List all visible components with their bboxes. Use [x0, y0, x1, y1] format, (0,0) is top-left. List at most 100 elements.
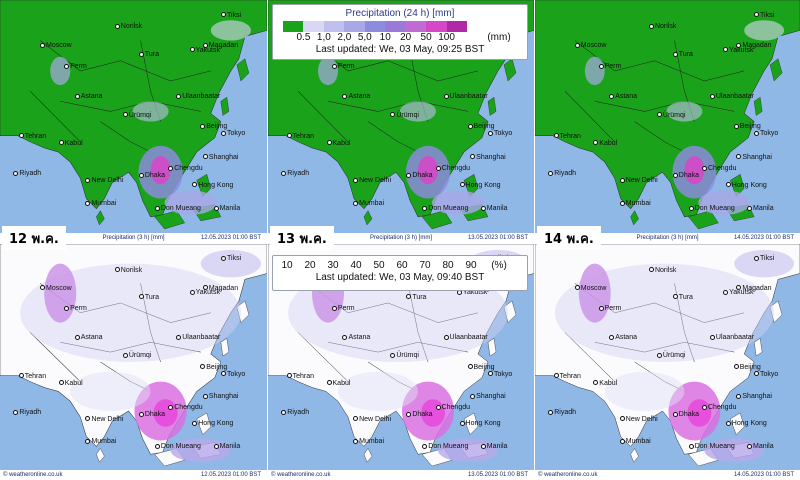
country-border — [60, 342, 201, 353]
city-name: Tokyo — [494, 130, 513, 138]
panel-footer: Precipitation (3 h) [mm] 14.05.2023 01:00… — [535, 233, 800, 243]
city-label: Chengdu — [168, 404, 203, 412]
city-marker-icon — [18, 373, 24, 379]
copyright-text: © weatheronline.co.uk — [3, 472, 63, 478]
city-name: Riyadh — [287, 408, 310, 416]
tick-label: 30 — [327, 260, 339, 271]
city-marker-icon — [281, 170, 287, 176]
city-label: Manila — [747, 205, 774, 213]
city-label: Mumbai — [85, 438, 116, 446]
city-label: Yakutsk — [189, 289, 220, 297]
city-label: Perm — [64, 305, 87, 313]
city-marker-icon — [221, 371, 226, 377]
city-name: Don Mueang — [694, 442, 735, 450]
country-border — [29, 90, 81, 143]
city-marker-icon — [443, 335, 449, 341]
city-label: Ürümqi — [656, 352, 686, 360]
city-name: Ürümqi — [396, 111, 419, 119]
city-label: Kabul — [58, 140, 83, 148]
city-label: Shanghai — [202, 154, 239, 162]
city-name: Hong Kong — [198, 420, 234, 428]
city-label: Hong Kong — [192, 182, 233, 190]
color-swatch — [446, 21, 467, 32]
city-name: Manila — [486, 442, 508, 450]
island — [220, 96, 230, 116]
city-name: Ulaanbaatar — [182, 93, 221, 101]
island — [487, 337, 497, 357]
city-label: Tokyo — [221, 371, 245, 379]
city-name: Dhaka — [678, 172, 700, 180]
city-marker-icon — [138, 51, 144, 57]
city-label: Beijing — [200, 123, 227, 131]
city-name: Yakutsk — [729, 289, 754, 297]
city-name: Riyadh — [19, 170, 42, 178]
forecast-map-panel: Norilsk Tiksi Magadan Moscow Perm Tura Yakutsk… — [535, 244, 800, 480]
city-label: Dhaka — [672, 411, 699, 419]
city-name: Chengdu — [441, 165, 470, 173]
city-name: Hong Kong — [198, 181, 234, 189]
valid-time: 13.05.2023 01:00 BST — [467, 235, 528, 241]
copyright-text: © weatheronline.co.uk — [271, 472, 331, 478]
color-swatch — [405, 21, 427, 32]
city-marker-icon — [18, 133, 24, 139]
island — [753, 337, 763, 357]
city-name: Tura — [412, 293, 427, 301]
city-label: Kabul — [593, 380, 617, 388]
city-name: Moscow — [580, 284, 607, 292]
city-marker-icon — [672, 173, 678, 179]
color-swatch — [364, 21, 386, 32]
city-name: Ürümqi — [662, 352, 686, 360]
city-name: Beijing — [206, 363, 228, 371]
island — [363, 210, 373, 226]
city-name: Mumbai — [91, 438, 117, 446]
city-label: Dhaka — [672, 172, 700, 180]
city-name: Moscow — [46, 284, 72, 292]
city-label: Ürümqi — [122, 112, 151, 120]
city-label: Tehran — [553, 373, 581, 381]
city-name: Ulaanbaatar — [449, 93, 488, 101]
city-marker-icon — [470, 154, 476, 160]
precip-area — [200, 249, 261, 278]
tick-label: 100 — [438, 32, 455, 43]
city-label: Tehran — [286, 372, 315, 381]
city-label: Kabul — [58, 380, 83, 388]
city-marker-icon — [488, 371, 493, 377]
city-marker-icon — [548, 170, 554, 176]
valid-time: 12.05.2023 01:00 BST — [200, 235, 261, 241]
city-marker-icon — [138, 411, 144, 417]
city-marker-icon — [13, 170, 19, 176]
city-marker-icon — [467, 364, 473, 370]
city-name: Ürümqi — [662, 111, 686, 119]
precip-area — [578, 263, 611, 323]
city-marker-icon — [725, 182, 731, 188]
city-marker-icon — [672, 411, 678, 417]
island — [196, 173, 212, 197]
city-marker-icon — [64, 305, 70, 311]
color-swatch — [303, 21, 324, 32]
day-label: 14 พ.ค. — [537, 226, 601, 250]
city-marker-icon — [202, 285, 208, 291]
city-marker-icon — [688, 443, 694, 449]
city-name: Tehran — [24, 132, 47, 140]
precip-area — [44, 263, 77, 323]
city-marker-icon — [85, 177, 91, 183]
city-label: Hong Kong — [725, 420, 767, 428]
island — [421, 210, 453, 230]
city-name: Perm — [604, 305, 622, 313]
panel-footer: © weatheronline.co.uk 12.05.2023 01:00 BS… — [0, 470, 267, 480]
city-label: Ulaanbaatar — [709, 93, 754, 101]
city-marker-icon — [736, 393, 742, 399]
city-name: Tehran — [292, 372, 315, 380]
city-marker-icon — [286, 133, 292, 139]
precip-area — [734, 249, 795, 278]
forecast-map-panel: Norilsk Tiksi Magadan Moscow Perm Tura Yakutsk… — [0, 244, 267, 480]
color-swatch — [323, 21, 345, 32]
city-marker-icon — [200, 364, 206, 370]
city-label: Ürümqi — [656, 111, 686, 120]
city-name: Magadan — [208, 284, 239, 292]
city-marker-icon — [154, 205, 160, 211]
city-marker-icon — [286, 373, 292, 379]
city-label: Tura — [138, 51, 159, 59]
city-label: Beijing — [200, 364, 227, 372]
city-name: Tiksi — [227, 11, 242, 19]
